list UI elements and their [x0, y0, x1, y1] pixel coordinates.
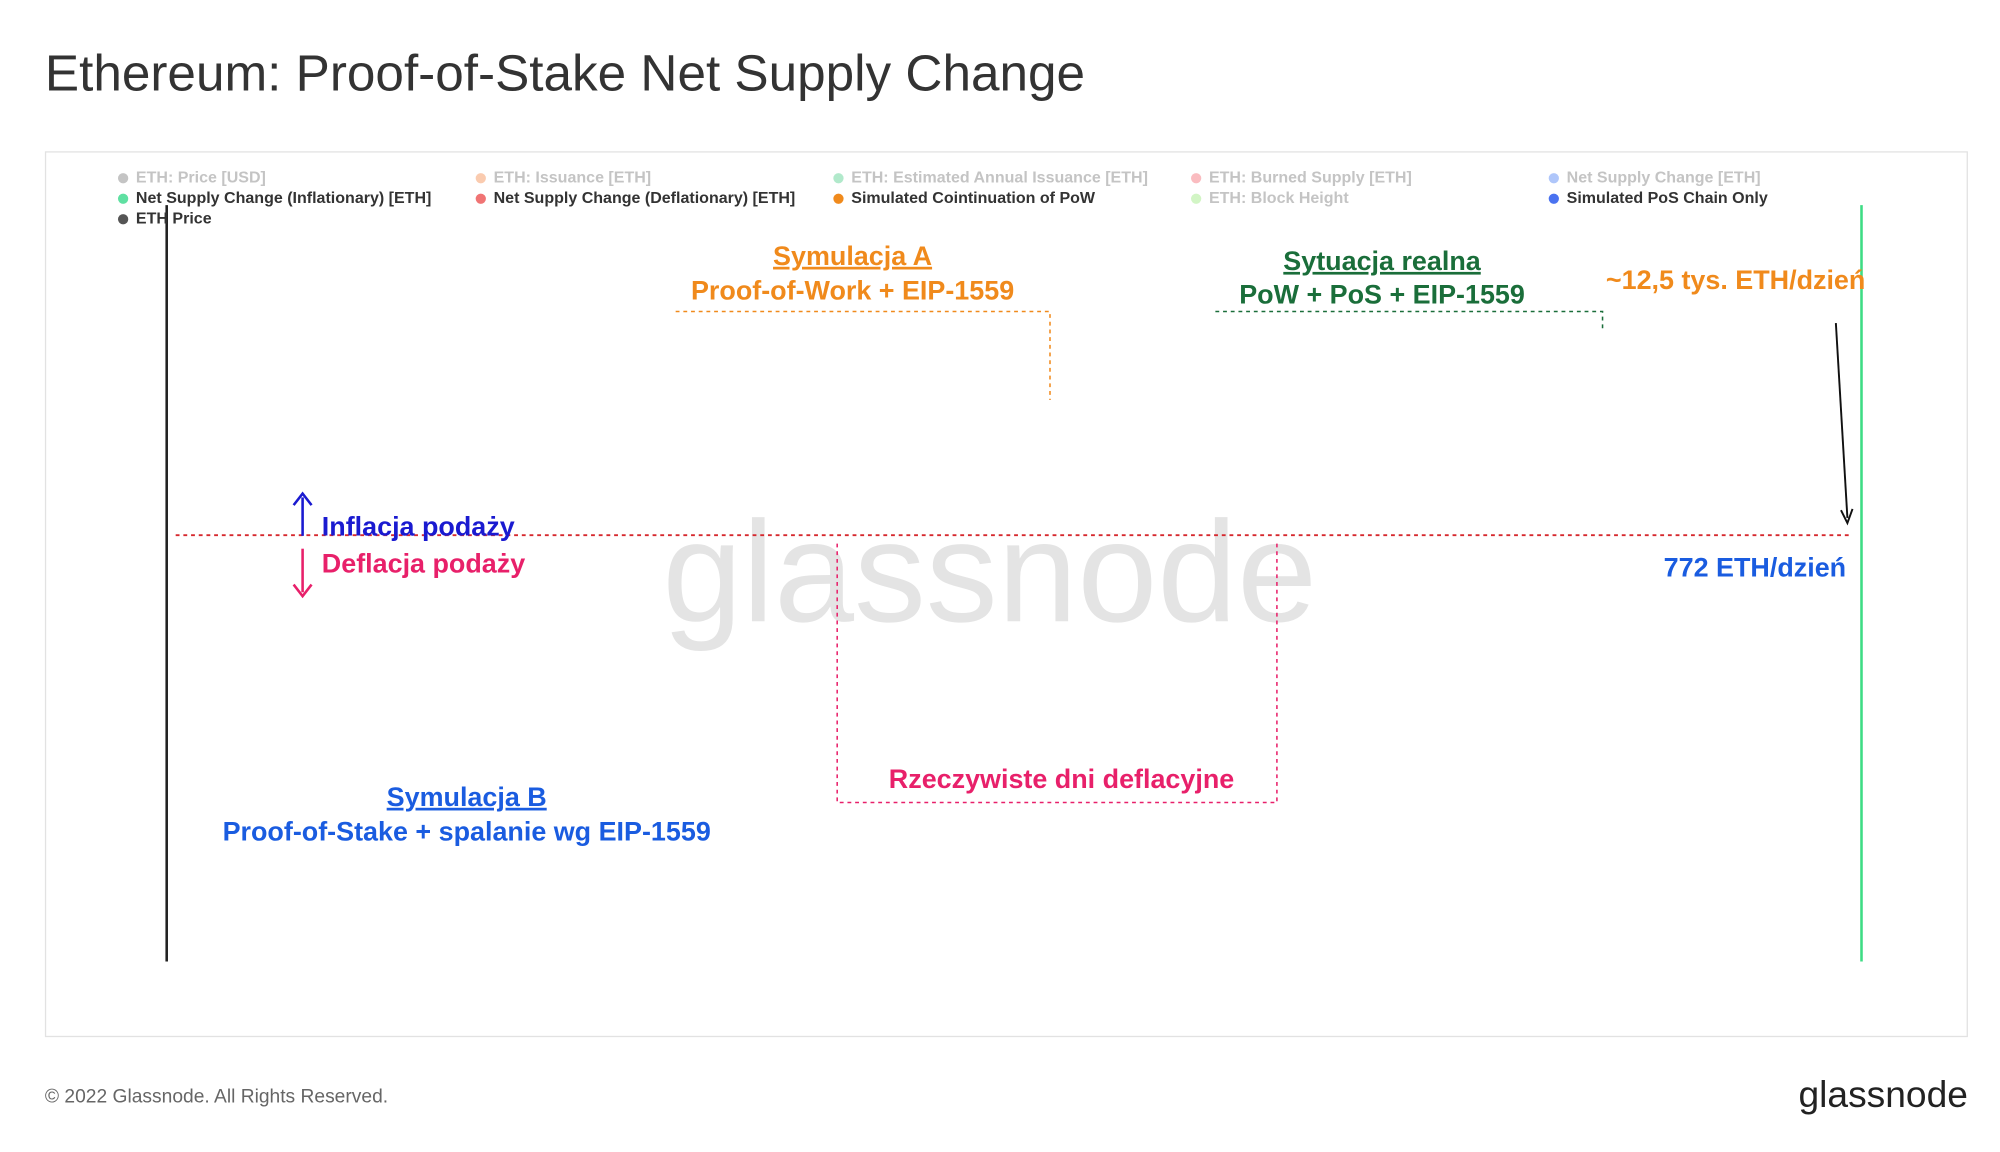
- annotation: Rzeczywiste dni deflacyjne: [889, 764, 1234, 794]
- legend-item[interactable]: ETH: Burned Supply [ETH]: [1191, 168, 1412, 186]
- annotation: Inflacja podaży: [322, 511, 515, 541]
- annotation: 772 ETH/dzień: [1664, 552, 1846, 582]
- legend-swatch[interactable]: [1191, 173, 1202, 184]
- legend-item[interactable]: Simulated Cointinuation of PoW: [833, 189, 1096, 207]
- legend-swatch[interactable]: [1548, 173, 1559, 184]
- footer-logo: glassnode: [1798, 1073, 1967, 1115]
- arrow-black: [1834, 323, 1849, 518]
- page-title: Ethereum: Proof-of-Stake Net Supply Chan…: [45, 44, 1085, 101]
- legend-item[interactable]: ETH: Price [USD]: [117, 168, 266, 186]
- watermark: glassnode: [662, 492, 1317, 652]
- arrow-up-head: [292, 491, 313, 506]
- chart-frame: [44, 151, 1968, 1038]
- legend-swatch[interactable]: [833, 173, 844, 184]
- annotation: Symulacja A: [773, 241, 932, 271]
- legend-item[interactable]: Simulated PoS Chain Only: [1548, 189, 1768, 207]
- legend-item[interactable]: ETH Price: [117, 209, 212, 227]
- legend-label[interactable]: Simulated Cointinuation of PoW: [851, 189, 1096, 207]
- annotation: PoW + PoS + EIP-1559: [1239, 279, 1525, 309]
- legend-label[interactable]: ETH: Issuance [ETH]: [494, 168, 652, 186]
- annotations: Symulacja A Proof-of-Work + EIP-1559 Sytua…: [223, 241, 1866, 847]
- guide-sim-a: [675, 310, 1051, 400]
- legend-swatch[interactable]: [475, 173, 486, 184]
- legend-label[interactable]: Net Supply Change [ETH]: [1567, 168, 1761, 186]
- legend-swatch[interactable]: [117, 214, 129, 225]
- legend-item[interactable]: ETH: Block Height: [1191, 189, 1349, 207]
- guide-real: [1215, 310, 1604, 331]
- legend-item[interactable]: Net Supply Change (Deflationary) [ETH]: [475, 189, 796, 207]
- legend-item[interactable]: Net Supply Change (Inflationary) [ETH]: [117, 189, 431, 207]
- legend-label[interactable]: Simulated PoS Chain Only: [1567, 189, 1768, 207]
- arrow-black-head: [1840, 508, 1854, 526]
- legend-item[interactable]: Net Supply Change [ETH]: [1548, 168, 1761, 186]
- legend-label[interactable]: ETH: Block Height: [1209, 189, 1349, 207]
- legend-item[interactable]: ETH: Issuance [ETH]: [475, 168, 652, 186]
- arrow-down-head: [292, 583, 313, 599]
- legend-swatch[interactable]: [1548, 193, 1559, 204]
- legend-label[interactable]: ETH Price: [136, 209, 212, 227]
- annotation: Sytuacja realna: [1283, 246, 1481, 276]
- annotation: Deflacja podaży: [322, 548, 525, 578]
- legend-item[interactable]: ETH: Estimated Annual Issuance [ETH]: [833, 168, 1148, 186]
- footer-copyright: © 2022 Glassnode. All Rights Reserved.: [45, 1086, 388, 1107]
- legend-swatch[interactable]: [1191, 193, 1202, 204]
- legend-label[interactable]: ETH: Price [USD]: [136, 168, 266, 186]
- annotation: ~12,5 tys. ETH/dzień: [1606, 265, 1865, 295]
- legend: ETH: Price [USD] ETH: Issuance [ETH] ETH: …: [117, 168, 1768, 227]
- legend-swatch[interactable]: [117, 193, 129, 204]
- legend-label[interactable]: ETH: Estimated Annual Issuance [ETH]: [851, 168, 1148, 186]
- annotation: Symulacja B: [387, 782, 547, 812]
- legend-swatch[interactable]: [475, 193, 486, 204]
- legend-label[interactable]: Net Supply Change (Deflationary) [ETH]: [494, 189, 796, 207]
- legend-swatch[interactable]: [117, 173, 129, 184]
- annotation: Proof-of-Stake + spalanie wg EIP-1559: [223, 816, 711, 846]
- legend-label[interactable]: Net Supply Change (Inflationary) [ETH]: [136, 189, 431, 207]
- legend-swatch[interactable]: [833, 193, 844, 204]
- annotation: Proof-of-Work + EIP-1559: [691, 275, 1014, 305]
- legend-label[interactable]: ETH: Burned Supply [ETH]: [1209, 168, 1412, 186]
- guide-deflation-days: [836, 543, 1278, 804]
